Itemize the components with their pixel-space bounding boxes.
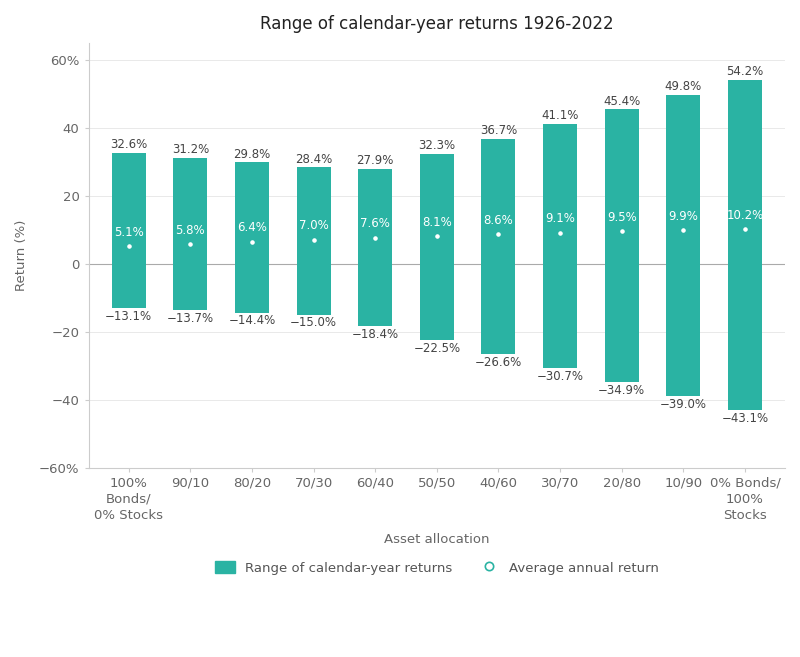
Bar [666, 95, 700, 396]
Text: 31.2%: 31.2% [172, 143, 209, 156]
Bar [420, 154, 454, 340]
Text: −43.1%: −43.1% [722, 412, 769, 425]
Text: −22.5%: −22.5% [414, 342, 460, 355]
Text: −26.6%: −26.6% [475, 355, 522, 369]
Text: 32.6%: 32.6% [110, 138, 147, 151]
Text: −13.1%: −13.1% [105, 310, 152, 323]
Text: 32.3%: 32.3% [418, 139, 455, 152]
Text: 10.2%: 10.2% [726, 208, 763, 221]
Text: −34.9%: −34.9% [598, 384, 646, 397]
Text: 28.4%: 28.4% [295, 152, 332, 166]
Text: 6.4%: 6.4% [237, 221, 267, 235]
Y-axis label: Return (%): Return (%) [15, 219, 28, 291]
X-axis label: Asset allocation: Asset allocation [384, 533, 490, 546]
Text: 7.0%: 7.0% [298, 219, 329, 233]
Bar [543, 124, 577, 368]
Text: 5.8%: 5.8% [175, 223, 205, 237]
Text: 41.1%: 41.1% [542, 109, 578, 122]
Text: 27.9%: 27.9% [357, 154, 394, 168]
Text: 29.8%: 29.8% [234, 148, 270, 161]
Title: Range of calendar-year returns 1926-2022: Range of calendar-year returns 1926-2022 [260, 15, 614, 33]
Legend: Range of calendar-year returns, Average annual return: Range of calendar-year returns, Average … [210, 556, 664, 580]
Bar [358, 169, 392, 327]
Text: 5.1%: 5.1% [114, 226, 143, 239]
Bar [605, 110, 638, 382]
Bar [174, 158, 207, 310]
Text: −18.4%: −18.4% [352, 328, 398, 341]
Bar [297, 168, 330, 315]
Text: 9.1%: 9.1% [545, 212, 575, 225]
Text: −14.4%: −14.4% [228, 314, 275, 327]
Text: 54.2%: 54.2% [726, 65, 763, 78]
Text: 9.9%: 9.9% [668, 210, 698, 223]
Text: 9.5%: 9.5% [607, 211, 637, 224]
Bar [728, 79, 762, 410]
Bar [112, 153, 146, 308]
Text: 45.4%: 45.4% [603, 95, 640, 108]
Text: 49.8%: 49.8% [665, 80, 702, 93]
Text: 36.7%: 36.7% [480, 124, 517, 137]
Bar [235, 162, 269, 313]
Text: −30.7%: −30.7% [537, 370, 583, 382]
Text: 7.6%: 7.6% [360, 217, 390, 231]
Bar [482, 139, 515, 354]
Text: −39.0%: −39.0% [660, 398, 707, 411]
Text: −13.7%: −13.7% [166, 312, 214, 325]
Text: −15.0%: −15.0% [290, 317, 337, 329]
Text: 8.1%: 8.1% [422, 215, 452, 229]
Text: 8.6%: 8.6% [483, 214, 514, 227]
